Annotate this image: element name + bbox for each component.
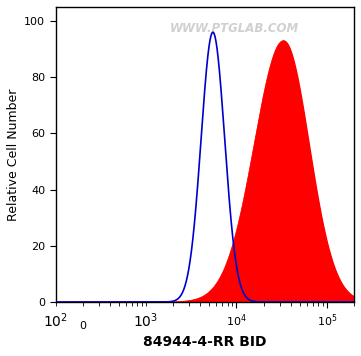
X-axis label: 84944-4-RR BID: 84944-4-RR BID [143,335,266,349]
Text: WWW.PTGLAB.COM: WWW.PTGLAB.COM [170,22,299,35]
Y-axis label: Relative Cell Number: Relative Cell Number [7,88,20,221]
Text: 0: 0 [79,321,86,331]
